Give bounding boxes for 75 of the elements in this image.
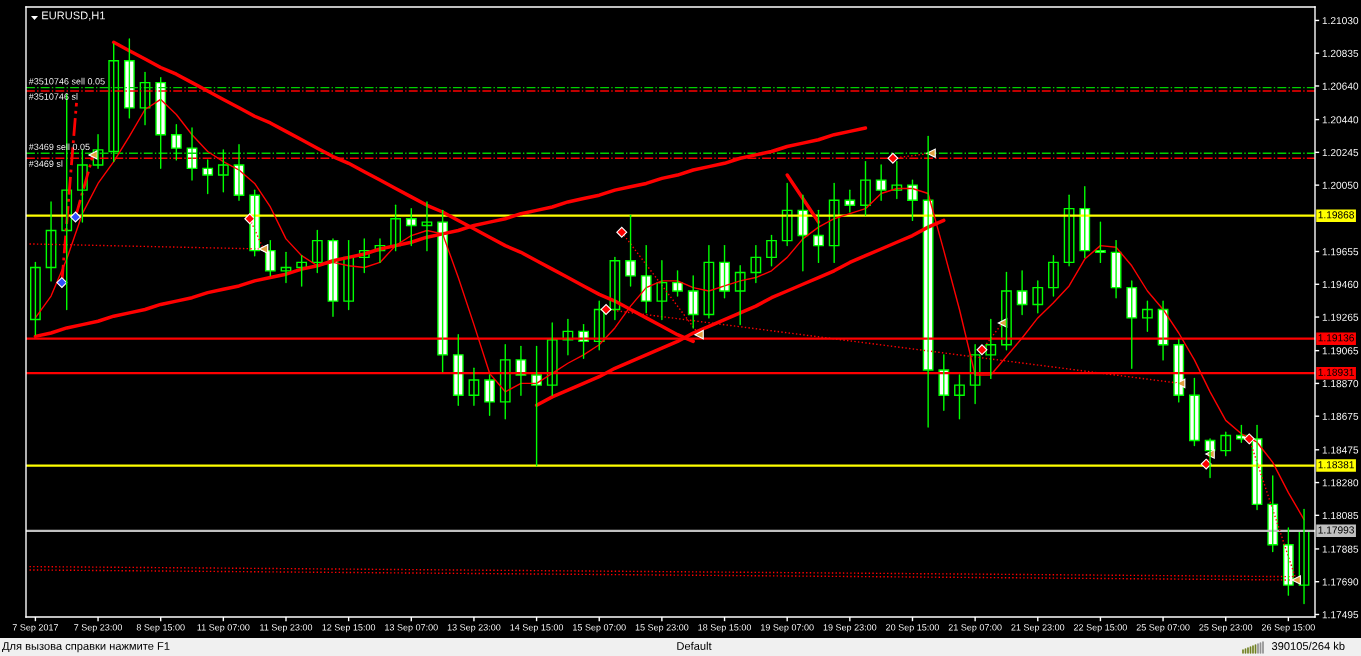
x-tick-label: 13 Sep 07:00 <box>385 624 438 633</box>
chart-title: EURUSD,H1 <box>42 11 105 21</box>
ref-line-label: 1.19868 <box>1318 211 1354 219</box>
candlestick <box>1032 280 1044 314</box>
candlestick <box>813 209 824 264</box>
x-tick-label: 11 Sep 23:00 <box>260 624 313 633</box>
y-tick-label: 1.19065 <box>1322 347 1359 355</box>
y-tick-label: 1.19265 <box>1322 313 1359 321</box>
x-tick-label: 25 Sep 07:00 <box>1136 624 1190 633</box>
candlestick <box>1189 377 1200 447</box>
x-tick-label: 8 Sep 15:00 <box>136 624 185 633</box>
ref-line-label: 1.19136 <box>1318 334 1354 342</box>
y-tick-label: 1.19460 <box>1322 280 1359 289</box>
x-tick-label: 21 Sep 23:00 <box>1011 624 1065 633</box>
y-tick-label: 1.20640 <box>1322 82 1359 90</box>
x-tick-label: 14 Sep 15:00 <box>510 624 564 633</box>
y-tick-label: 1.20440 <box>1322 116 1359 124</box>
candlestick <box>954 374 965 420</box>
y-tick-label: 1.17690 <box>1322 578 1359 586</box>
candlestick <box>766 234 777 267</box>
x-tick-label: 26 Sep 15:00 <box>1261 624 1315 633</box>
x-tick-label: 11 Sep 07:00 <box>197 624 250 633</box>
candlestick <box>170 123 182 161</box>
y-tick-label: 1.20835 <box>1322 49 1359 57</box>
candlestick <box>625 214 636 287</box>
candlestick <box>860 160 871 217</box>
x-tick-label: 7 Sep 2017 <box>12 624 59 633</box>
candlestick <box>30 261 41 336</box>
x-tick-label: 13 Sep 23:00 <box>447 624 501 633</box>
y-tick-label: 1.18870 <box>1322 380 1359 388</box>
candlestick <box>687 275 699 329</box>
x-tick-label: 19 Sep 23:00 <box>823 624 877 633</box>
text: Для вызова справки нажмите F1 <box>2 642 170 653</box>
ref-line-label: 1.17993 <box>1318 526 1354 534</box>
ref-line-label: #3469 sl <box>28 160 63 167</box>
candlestick <box>484 374 495 417</box>
x-tick-label: 15 Sep 07:00 <box>573 624 626 633</box>
y-tick-label: 1.21030 <box>1322 17 1359 25</box>
candlestick <box>985 318 997 380</box>
candlestick <box>719 244 730 299</box>
x-tick-label: 22 Sep 15:00 <box>1074 624 1127 633</box>
candlestick <box>405 207 417 247</box>
x-tick-label: 20 Sep 15:00 <box>886 624 939 633</box>
candlestick <box>1142 300 1153 333</box>
y-tick-label: 1.18675 <box>1322 412 1359 420</box>
candlestick <box>108 43 120 163</box>
candlestick <box>1220 431 1232 457</box>
candlestick <box>1048 255 1059 297</box>
candlestick <box>1126 280 1138 369</box>
candlestick <box>672 270 683 297</box>
x-tick-label: 25 Sep 23:00 <box>1199 624 1253 633</box>
x-tick-label: 7 Sep 23:00 <box>74 624 123 633</box>
candlestick <box>123 38 135 119</box>
y-tick-label: 1.18280 <box>1322 479 1359 487</box>
y-tick-label: 1.18085 <box>1322 511 1359 520</box>
x-tick-label: 18 Sep 15:00 <box>698 624 752 633</box>
text: Default <box>677 641 712 650</box>
y-tick-label: 1.20245 <box>1322 148 1359 157</box>
y-tick-label: 1.18475 <box>1322 446 1359 454</box>
ref-line-label: 1.18381 <box>1318 461 1354 469</box>
y-tick-label: 1.19655 <box>1322 248 1359 256</box>
text: 390105/264 kb <box>1271 641 1345 650</box>
y-tick-label: 1.17885 <box>1322 545 1359 553</box>
candlestick <box>311 229 323 274</box>
candlestick <box>1095 221 1106 264</box>
x-tick-label: 21 Sep 07:00 <box>948 624 1002 633</box>
candlestick <box>217 149 229 193</box>
y-tick-label: 1.17495 <box>1322 611 1359 619</box>
candlestick <box>202 159 214 195</box>
x-tick-label: 12 Sep 15:00 <box>322 624 376 633</box>
ref-line-label: 1.18931 <box>1318 368 1354 376</box>
x-tick-label: 19 Sep 07:00 <box>761 624 814 633</box>
y-tick-label: 1.20050 <box>1322 181 1359 189</box>
ref-line-label: #3510746 sell 0.05 <box>28 77 105 85</box>
x-tick-label: 15 Sep 23:00 <box>635 624 689 633</box>
